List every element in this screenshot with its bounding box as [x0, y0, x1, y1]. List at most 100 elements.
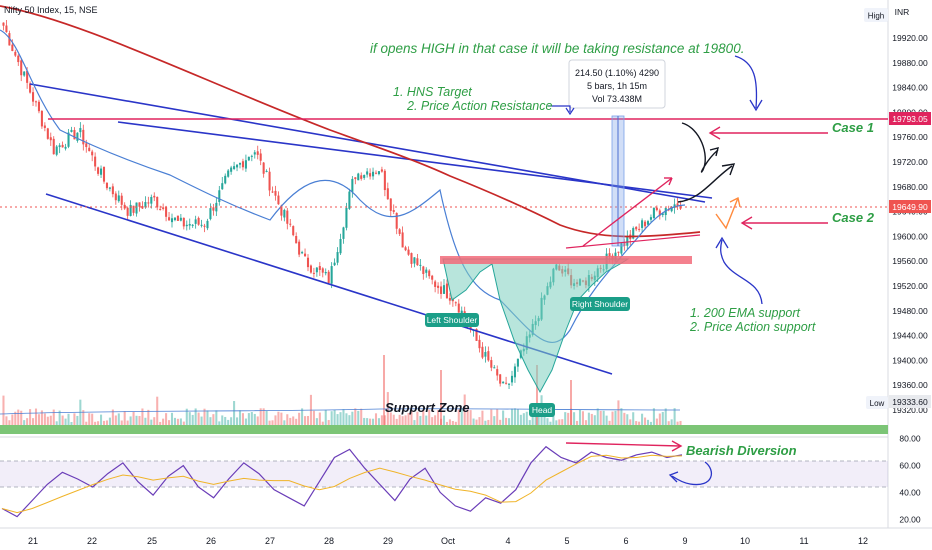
candle-body [658, 210, 661, 216]
volume-bar [655, 418, 658, 425]
volume-bar [493, 416, 496, 425]
time-tick-label: 27 [265, 536, 275, 546]
volume-bar [593, 415, 596, 425]
candle-body [354, 177, 357, 180]
volume-bar [392, 414, 395, 425]
volume-bar [289, 417, 292, 425]
rsi-tick-label: 80.00 [899, 434, 921, 444]
volume-bar [147, 409, 150, 425]
candle-body [58, 145, 61, 148]
volume-bar [510, 408, 514, 425]
candle-body [327, 271, 330, 283]
volume-bar [679, 420, 682, 425]
volume-bar [34, 408, 38, 425]
candle-body [49, 137, 52, 141]
volume-bar [466, 408, 469, 425]
candle-body [153, 195, 156, 198]
candle-body [635, 226, 638, 230]
price-tick-label: 19880.00 [892, 58, 928, 68]
candle-body [638, 228, 641, 230]
time-tick-label: 28 [324, 536, 334, 546]
time-tick-label: 5 [564, 536, 569, 546]
volume-bar [617, 400, 620, 425]
symbol-title[interactable]: Nifty 50 Index, 15, NSE [4, 5, 98, 15]
volume-bar [490, 409, 493, 425]
volume-bar [380, 415, 383, 425]
volume-bar [55, 421, 58, 425]
volume-bar [111, 409, 114, 425]
candle-body [218, 190, 221, 202]
volume-bar [505, 417, 508, 425]
volume-bar [132, 411, 135, 425]
volume-bar [576, 420, 579, 425]
candle-body [428, 270, 431, 277]
resistance-price-tag [889, 112, 931, 125]
candle-body [37, 101, 40, 112]
time-tick-label: 21 [28, 536, 38, 546]
volume-bar [197, 412, 200, 425]
candle-body [661, 213, 664, 216]
volume-bar [43, 413, 46, 425]
volume-bar [327, 420, 330, 425]
candle-body [342, 227, 345, 239]
volume-bar [431, 417, 434, 425]
candle-body [676, 203, 679, 206]
volume-bar [11, 414, 14, 425]
volume-bar [413, 420, 416, 425]
volume-bar [357, 410, 360, 425]
candle-body [442, 285, 446, 294]
time-tick-label: 11 [799, 536, 808, 546]
candle-body [318, 266, 321, 270]
candle-body [268, 171, 271, 191]
candle-body [478, 339, 481, 349]
candle-body [200, 224, 203, 226]
volume-bar [292, 416, 295, 425]
candle-body [2, 22, 5, 26]
candle-body [357, 173, 360, 181]
volume-bar [70, 421, 73, 425]
candle-body [43, 125, 46, 128]
volume-bar [345, 413, 348, 425]
volume-bar [144, 417, 147, 425]
candle-body [182, 217, 185, 227]
candle-body [212, 207, 215, 211]
candle-body [419, 264, 422, 266]
volume-bar [67, 413, 70, 425]
volume-bar [88, 413, 91, 425]
volume-bar [626, 414, 629, 425]
candle-body [632, 228, 635, 239]
candle-body [374, 172, 378, 174]
volume-bar [312, 410, 315, 425]
ema-support-note: 1. 200 EMA support [690, 306, 801, 320]
volume-bar [203, 408, 206, 425]
volume-bar [2, 395, 5, 425]
candle-body [333, 262, 336, 266]
candle-body [289, 223, 292, 225]
candle-body [475, 328, 478, 341]
volume-bar [188, 412, 191, 425]
candle-body [434, 281, 437, 287]
volume-bar [401, 416, 404, 425]
candle-body [256, 151, 259, 155]
left-shoulder-label-bg [425, 313, 479, 327]
candle-body [369, 173, 372, 177]
candle-body [425, 269, 428, 273]
candle-body [499, 374, 502, 384]
volume-bar [64, 418, 67, 425]
candle-body [236, 164, 239, 168]
candle-body [306, 257, 310, 268]
candle-body [451, 298, 454, 302]
volume-bar [389, 412, 392, 425]
volume-bar [40, 410, 43, 425]
volume-bar [564, 412, 567, 425]
candle-body [516, 358, 519, 367]
volume-bar [135, 415, 138, 425]
price-tick-label: 19680.00 [892, 182, 928, 192]
candle-body [301, 252, 304, 254]
candle-body [366, 171, 369, 175]
volume-bar [620, 408, 623, 425]
candle-body [395, 212, 398, 229]
candle-body [481, 346, 484, 358]
currency-label[interactable]: INR [895, 7, 910, 17]
